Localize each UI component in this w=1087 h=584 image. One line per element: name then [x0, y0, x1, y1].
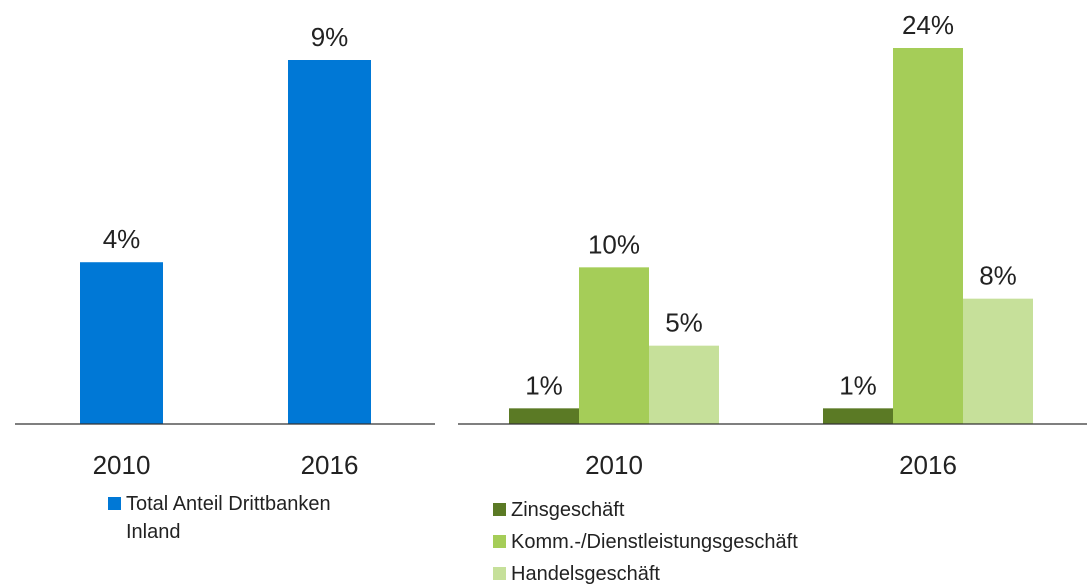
legend-swatch [108, 497, 121, 510]
legend-label: Total Anteil Drittbanken Inland [126, 493, 331, 543]
legend-entry: Komm.-/Dienstleistungsgeschäft [493, 528, 1053, 556]
value-label: 1% [525, 370, 563, 400]
x-tick-label: 2010 [93, 450, 151, 480]
legend-swatch [493, 535, 506, 548]
value-label: 24% [902, 10, 954, 40]
bar [509, 408, 579, 424]
value-label: 1% [839, 370, 877, 400]
legend-swatch [493, 503, 506, 516]
legend-label: Zinsgeschäft [511, 499, 625, 521]
legend-swatch [493, 567, 506, 580]
bar [963, 298, 1033, 424]
value-label: 4% [103, 224, 141, 254]
legend-label: Handelsgeschäft [511, 563, 660, 584]
value-label: 5% [665, 308, 703, 338]
bar [288, 60, 371, 424]
legend-entry: Zinsgeschäft [493, 496, 1053, 524]
x-tick-label: 2016 [899, 450, 957, 480]
x-tick-label: 2016 [301, 450, 359, 480]
legend-entry: Total Anteil Drittbanken Inland [108, 490, 378, 546]
legend-label: Komm.-/Dienstleistungsgeschäft [511, 531, 798, 553]
bar [893, 48, 963, 424]
bar [649, 345, 719, 424]
bar [579, 267, 649, 424]
value-label: 9% [311, 22, 349, 52]
bar [823, 408, 893, 424]
x-tick-label: 2010 [585, 450, 643, 480]
value-label: 8% [979, 261, 1017, 291]
legend-entry: Handelsgeschäft [493, 560, 1053, 584]
bar [80, 262, 163, 424]
value-label: 10% [588, 229, 640, 259]
